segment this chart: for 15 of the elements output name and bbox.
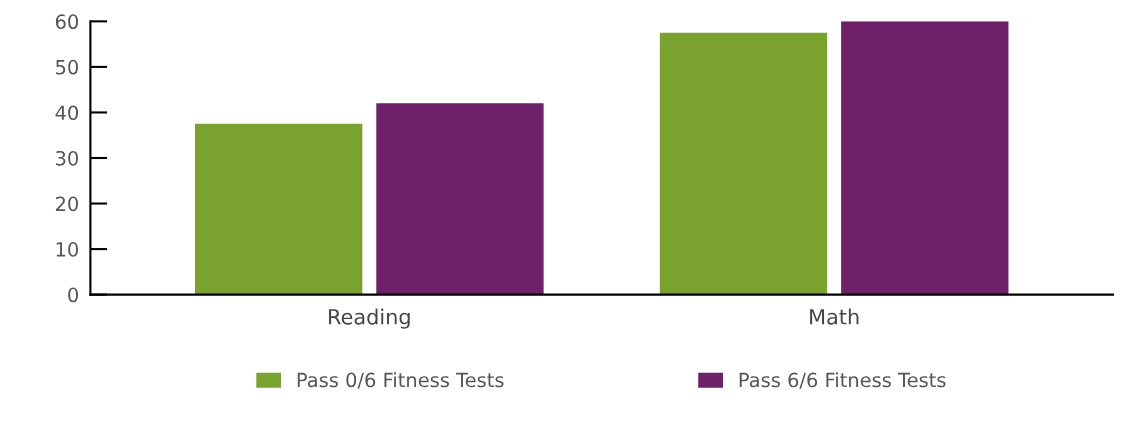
legend-label: Pass 6/6 Fitness Tests bbox=[739, 372, 946, 389]
y-tick-label: 0 bbox=[68, 287, 78, 303]
bar bbox=[659, 32, 828, 295]
bar bbox=[376, 103, 544, 295]
legend-label: Pass 0/6 Fitness Tests bbox=[297, 372, 504, 389]
bar bbox=[194, 123, 363, 295]
y-tick-label: 50 bbox=[56, 59, 78, 75]
y-tick-label: 20 bbox=[55, 196, 78, 212]
y-tick-label: 40 bbox=[55, 105, 78, 121]
x-tick-label: Math bbox=[810, 308, 859, 325]
bar bbox=[841, 21, 1009, 295]
x-tick-label: Reading bbox=[329, 308, 410, 329]
y-tick-label: 60 bbox=[55, 14, 78, 30]
y-tick-label: 30 bbox=[56, 150, 78, 166]
y-tick-label: 10 bbox=[56, 242, 78, 257]
